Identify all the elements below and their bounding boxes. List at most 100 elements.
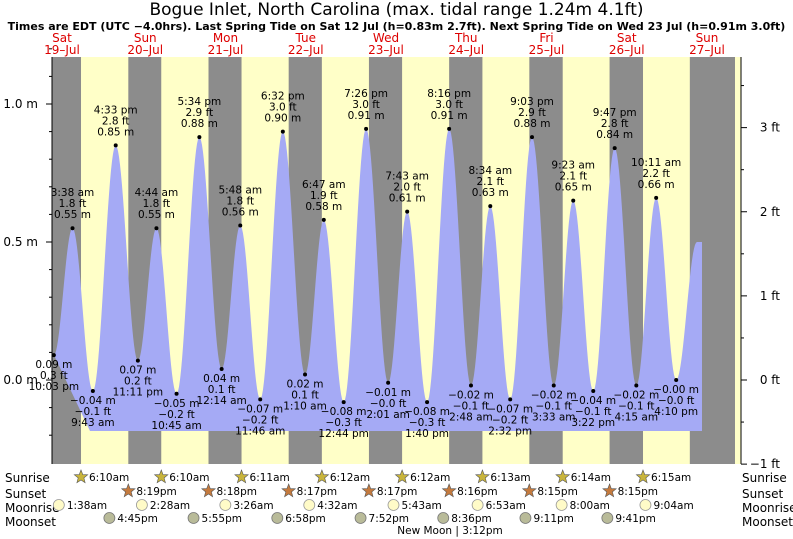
high-tide-ft: 1.8 ft <box>59 198 87 210</box>
moonrise-icon <box>135 499 148 511</box>
low-tide-ft: −0.1 ft <box>75 406 111 418</box>
low-tide-point <box>634 383 639 388</box>
sunset-time: 8:16pm <box>457 486 497 498</box>
low-tide-m: −0.02 m <box>448 390 494 402</box>
sunrise-time: 6:10am <box>89 472 129 484</box>
high-tide-m: 0.88 m <box>514 118 551 130</box>
sunset-time: 8:17pm <box>377 486 417 498</box>
low-tide-ft: −0.1 ft <box>453 401 489 413</box>
low-tide-point <box>468 383 473 388</box>
high-tide-time: 9:23 am <box>551 160 595 172</box>
high-tide-time: 10:11 am <box>631 157 681 169</box>
low-tide-ft: −0.0 ft <box>658 395 694 407</box>
moonrise-row-label-left: Moonrise <box>5 501 60 515</box>
moonset-time: 8:36pm <box>451 513 491 525</box>
low-tide-time: 4:15 am <box>615 412 659 424</box>
moonrise-icon <box>555 499 568 511</box>
moonrise-time: 1:38am <box>67 500 107 512</box>
low-tide-point <box>508 397 513 402</box>
high-tide-time: 8:16 pm <box>427 88 471 100</box>
high-tide-m: 0.56 m <box>222 206 259 218</box>
low-tide-point <box>591 389 596 394</box>
high-tide-m: 0.63 m <box>472 187 509 199</box>
day-label: Sun <box>134 31 157 45</box>
high-tide-point <box>488 204 493 209</box>
low-tide-point <box>90 389 95 394</box>
low-tide-ft: −0.3 ft <box>325 417 361 429</box>
high-tide-point <box>238 223 243 228</box>
low-tide-m: 0.04 m <box>203 373 240 385</box>
low-tide-time: 10:03 pm <box>29 381 80 393</box>
date-label: 24–Jul <box>448 43 484 57</box>
low-tide-point <box>258 397 263 402</box>
high-tide-time: 6:47 am <box>302 179 346 191</box>
high-tide-point <box>571 198 576 203</box>
moonset-row-label-right: Moonset <box>742 515 793 529</box>
low-tide-m: −0.08 m <box>321 406 367 418</box>
high-tide-m: 0.66 m <box>638 179 675 191</box>
high-tide-ft: 2.1 ft <box>559 171 587 183</box>
sunrise-icon <box>314 469 330 484</box>
high-tide-time: 5:48 am <box>218 184 262 196</box>
sunset-row-label-left: Sunset <box>5 487 46 501</box>
moonset-icon <box>437 512 450 524</box>
moonset-time: 4:45pm <box>117 513 157 525</box>
moonrise-time: 5:43am <box>401 500 441 512</box>
high-tide-ft: 3.0 ft <box>352 99 380 111</box>
moonset-icon <box>354 512 367 524</box>
low-tide-time: 10:45 am <box>151 420 201 432</box>
moonrise-row-label-right: Moonrise <box>742 501 793 515</box>
sunset-icon <box>521 483 537 498</box>
sunset-time: 8:15pm <box>537 486 577 498</box>
sunset-icon <box>441 483 457 498</box>
high-tide-point <box>197 135 202 140</box>
low-tide-ft: −0.2 ft <box>242 414 278 426</box>
day-label: Fri <box>539 31 553 45</box>
high-tide-point <box>113 143 118 148</box>
high-tide-ft: 3.0 ft <box>435 99 463 111</box>
low-tide-m: 0.02 m <box>287 378 324 390</box>
sunset-icon <box>602 483 618 498</box>
low-tide-point <box>174 391 179 396</box>
low-tide-time: 9:43 am <box>71 417 115 429</box>
moonrise-icon <box>639 499 652 511</box>
high-tide-time: 6:32 pm <box>261 91 305 103</box>
high-tide-time: 5:34 pm <box>177 96 221 108</box>
high-tide-m: 0.91 m <box>431 110 468 122</box>
low-tide-m: −0.01 m <box>365 387 411 399</box>
low-tide-m: 0.09 m <box>35 359 72 371</box>
date-label: 22–Jul <box>288 43 324 57</box>
moonrise-icon <box>387 499 400 511</box>
high-tide-m: 0.90 m <box>264 113 301 125</box>
high-tide-point <box>654 195 659 200</box>
moonset-row-label-left: Moonset <box>5 515 56 529</box>
high-tide-ft: 1.9 ft <box>310 190 338 202</box>
sunrise-row-label-right: Sunrise <box>742 471 787 485</box>
high-tide-m: 0.84 m <box>596 129 633 141</box>
low-tide-ft: −0.3 ft <box>409 417 445 429</box>
high-tide-ft: 2.9 ft <box>186 107 214 119</box>
low-tide-time: 3:22 pm <box>571 417 615 429</box>
low-tide-ft: 0.3 ft <box>40 370 68 382</box>
chart-subtitle: Times are EDT (UTC −4.0hrs). Last Spring… <box>7 20 786 33</box>
low-tide-point <box>51 353 56 358</box>
date-label: 19–Jul <box>44 43 80 57</box>
moonrise-time: 2:28am <box>150 500 190 512</box>
y-tick-label-m: 0.5 m <box>3 235 38 249</box>
sunrise-icon <box>394 469 410 484</box>
low-tide-point <box>135 358 140 363</box>
sunrise-time: 6:12am <box>330 472 370 484</box>
high-tide-m: 0.91 m <box>348 110 385 122</box>
moonset-icon <box>187 512 200 524</box>
low-tide-point <box>219 366 224 371</box>
sunset-icon <box>200 483 217 498</box>
moonrise-icon <box>303 499 316 511</box>
sunset-time: 8:17pm <box>297 486 337 498</box>
low-tide-time: 1:40 pm <box>405 428 449 440</box>
moonrise-time: 6:53am <box>486 500 526 512</box>
low-tide-time: 2:32 pm <box>488 425 532 437</box>
high-tide-ft: 3.0 ft <box>269 102 297 114</box>
day-label: Mon <box>213 31 238 45</box>
